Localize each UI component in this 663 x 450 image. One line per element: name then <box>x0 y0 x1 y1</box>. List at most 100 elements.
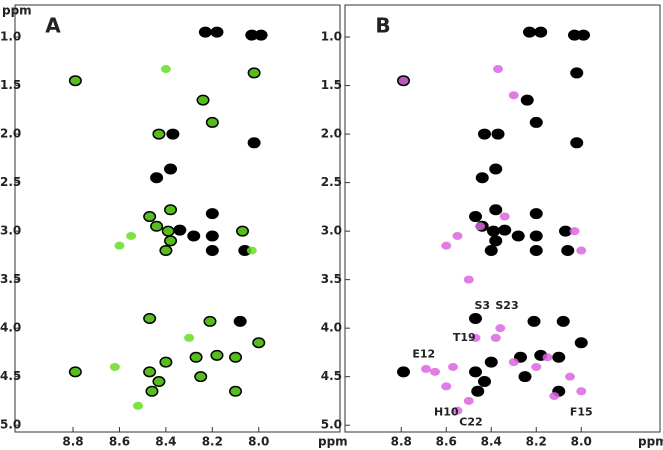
y-tick-label: 4.0 <box>321 321 342 335</box>
peak <box>198 26 212 38</box>
peak <box>518 371 532 383</box>
y-axis-title: ppm <box>2 4 32 18</box>
peak <box>568 29 581 41</box>
peak <box>230 353 241 362</box>
peak <box>475 222 485 231</box>
y-tick-label: 4.5 <box>321 369 342 383</box>
x-tick-label: 8.4 <box>155 435 176 449</box>
peak <box>144 314 155 323</box>
peak <box>511 230 525 242</box>
peak <box>126 231 137 240</box>
y-tick-label: 2.5 <box>321 175 342 189</box>
x-tick-label: 8.0 <box>248 435 269 449</box>
peak <box>166 128 180 140</box>
peak <box>570 67 584 79</box>
peak <box>398 76 409 85</box>
panel-letter: B <box>375 14 390 38</box>
peak <box>469 211 482 223</box>
peak <box>561 245 575 257</box>
peak <box>489 235 503 247</box>
y-tick-label: 5.0 <box>321 418 342 432</box>
peak <box>70 76 81 85</box>
peak <box>565 372 575 381</box>
peak <box>493 65 503 74</box>
peak <box>153 377 164 386</box>
peak <box>498 224 512 236</box>
x-tick-label: 8.4 <box>481 435 502 449</box>
peak <box>144 367 155 376</box>
peak <box>165 205 176 214</box>
peak <box>211 351 222 360</box>
peak <box>230 387 241 396</box>
peak <box>469 366 482 378</box>
peak <box>577 29 590 41</box>
peak <box>452 231 463 240</box>
y-tick-label: 3.0 <box>0 224 21 238</box>
peak <box>508 358 519 367</box>
peak <box>164 163 178 175</box>
peak <box>160 65 171 74</box>
peak <box>490 333 501 342</box>
peak <box>210 26 224 38</box>
peak <box>163 227 174 236</box>
x-tick-label: 8.8 <box>391 435 412 449</box>
peak-label: S23 <box>495 299 518 312</box>
panel-frame <box>344 4 661 433</box>
peak <box>484 245 498 257</box>
y-tick-label: 2.0 <box>0 127 21 141</box>
peak <box>471 385 485 397</box>
peak <box>529 230 543 242</box>
peak <box>491 128 505 140</box>
peak <box>570 137 584 149</box>
x-tick-label: 8.2 <box>202 435 223 449</box>
peak <box>527 315 541 327</box>
peak <box>463 396 474 405</box>
peak <box>421 364 431 373</box>
peak <box>150 172 164 184</box>
x-axis-title: ppm <box>318 435 348 449</box>
peak <box>191 353 202 362</box>
peak <box>70 367 81 376</box>
peak <box>531 362 542 371</box>
peak <box>246 246 257 255</box>
x-tick-label: 8.6 <box>109 435 130 449</box>
peak-label: F15 <box>570 406 593 419</box>
y-tick-label: 2.5 <box>0 175 21 189</box>
peak <box>253 338 264 347</box>
y-tick-label: 1.5 <box>0 78 21 92</box>
peak <box>247 137 261 149</box>
peak <box>495 324 506 333</box>
peak <box>233 315 247 327</box>
peak <box>238 245 252 257</box>
y-tick-label: 1.5 <box>321 78 342 92</box>
peak <box>489 204 503 216</box>
peak <box>109 362 120 371</box>
peak <box>160 358 171 367</box>
peak <box>484 356 498 368</box>
peak <box>144 212 155 221</box>
peak <box>463 275 474 284</box>
peak <box>441 382 452 391</box>
peak <box>151 222 162 231</box>
peak <box>478 128 491 140</box>
peak <box>146 387 157 396</box>
peak <box>114 241 125 250</box>
peak <box>187 230 201 242</box>
y-tick-label: 4.0 <box>0 321 21 335</box>
peak <box>441 241 452 250</box>
peak <box>153 130 164 139</box>
peak <box>478 376 491 388</box>
x-axis-title: ppm <box>638 435 663 449</box>
y-tick-label: 3.5 <box>0 272 21 286</box>
peak <box>207 118 218 127</box>
panel-frame <box>14 4 341 433</box>
peak <box>254 29 268 41</box>
peak <box>397 366 410 378</box>
peak <box>576 246 587 255</box>
peak <box>475 172 489 184</box>
peak <box>205 208 219 220</box>
peak <box>529 116 543 128</box>
y-tick-label: 1.0 <box>0 30 21 44</box>
peak-label: H10 <box>434 406 459 419</box>
x-tick-label: 8.6 <box>436 435 457 449</box>
